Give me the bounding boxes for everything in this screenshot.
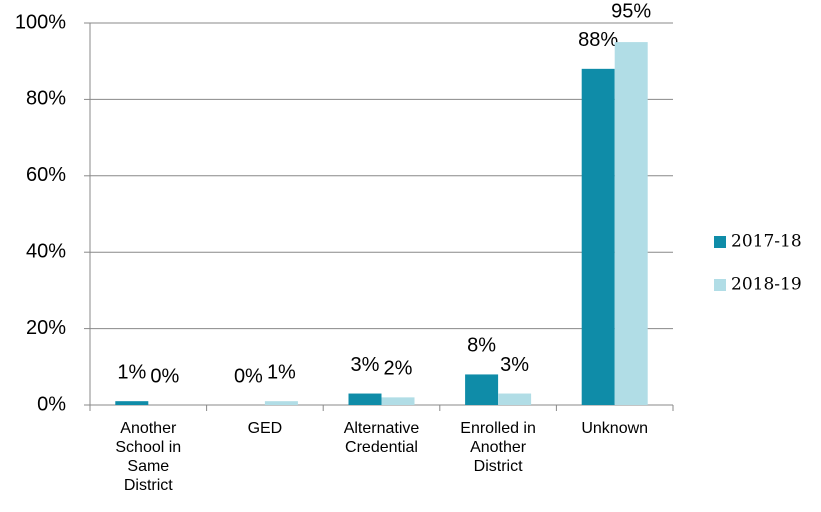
bar	[348, 393, 382, 405]
data-label: 0%	[234, 365, 263, 387]
bar	[498, 393, 532, 405]
y-tick-label: 100%	[15, 11, 66, 33]
x-tick-label: Another School in Same District	[115, 420, 181, 494]
data-label: 88%	[578, 29, 618, 51]
data-label: 3%	[500, 354, 529, 376]
data-label: 0%	[150, 365, 179, 387]
x-tick-label: GED	[248, 420, 283, 437]
x-tick-label: Alternative Credential	[344, 420, 420, 456]
y-tick-label: 0%	[37, 393, 66, 415]
legend-swatch	[714, 236, 726, 248]
bar	[465, 374, 499, 405]
legend-swatch	[714, 279, 726, 291]
legend-label: 2017-18	[731, 232, 802, 252]
data-label: 1%	[267, 361, 296, 383]
data-label: 8%	[467, 335, 496, 357]
bar	[264, 401, 298, 405]
data-label: 3%	[351, 354, 380, 376]
y-tick-label: 60%	[26, 164, 66, 186]
bar	[614, 42, 648, 405]
bar	[115, 401, 149, 405]
data-label: 95%	[611, 0, 651, 22]
bar	[381, 397, 415, 405]
y-tick-label: 20%	[26, 317, 66, 339]
x-tick-label: Unknown	[581, 420, 648, 437]
legend-label: 2018-19	[731, 275, 802, 295]
data-label: 1%	[117, 361, 146, 383]
y-tick-label: 40%	[26, 240, 66, 262]
data-label: 2%	[384, 358, 413, 380]
x-tick-label: Enrolled in Another District	[460, 420, 536, 475]
y-tick-label: 80%	[26, 88, 66, 110]
bar	[581, 68, 615, 405]
